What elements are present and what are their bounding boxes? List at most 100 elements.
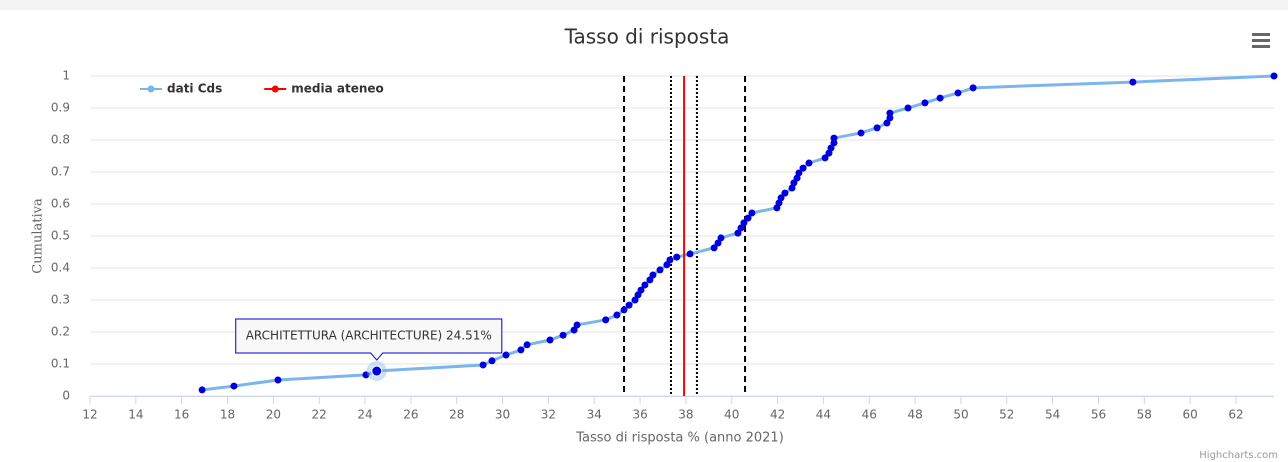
data-point	[362, 371, 370, 379]
data-point	[921, 99, 929, 107]
legend-marker	[271, 85, 279, 93]
data-point	[717, 234, 725, 242]
data-point	[904, 104, 912, 112]
x-tick-label: 30	[495, 408, 510, 422]
y-tick-label: 0.7	[51, 165, 70, 179]
chart-title: Tasso di risposta	[564, 25, 730, 49]
data-point	[936, 94, 944, 102]
data-point	[830, 134, 838, 142]
x-tick-label: 14	[128, 408, 143, 422]
hover-point	[371, 365, 383, 377]
data-point	[795, 169, 803, 177]
x-tick-label: 24	[357, 408, 372, 422]
data-point	[969, 84, 977, 92]
data-point	[666, 256, 674, 264]
data-point	[830, 139, 838, 147]
y-tick-label: 0.4	[51, 261, 70, 275]
data-point	[954, 89, 962, 97]
data-point	[649, 271, 657, 279]
data-point	[714, 239, 722, 247]
x-tick-label: 32	[541, 408, 556, 422]
y-tick-label: 0.3	[51, 293, 70, 307]
data-point	[686, 250, 694, 258]
x-tick-label: 50	[953, 408, 968, 422]
data-point	[873, 124, 881, 132]
y-tick-label: 0	[62, 389, 70, 403]
tooltip-box	[235, 318, 503, 361]
data-point	[620, 306, 628, 314]
data-point	[734, 229, 742, 237]
data-point	[230, 382, 238, 390]
data-point	[274, 376, 282, 384]
legend-item[interactable]: media ateneo	[264, 82, 384, 96]
y-tick-label: 0.2	[51, 325, 70, 339]
x-tick-label: 26	[403, 408, 418, 422]
x-tick-label: 54	[1045, 408, 1060, 422]
data-point	[883, 119, 891, 127]
data-point	[517, 346, 525, 354]
data-point	[781, 189, 789, 197]
x-tick-label: 60	[1183, 408, 1198, 422]
legend-item[interactable]: dati Cds	[140, 82, 222, 96]
data-point	[613, 311, 621, 319]
y-tick-label: 1	[62, 69, 70, 83]
data-point	[198, 386, 206, 394]
x-tick-label: 38	[678, 408, 693, 422]
x-tick-label: 20	[266, 408, 281, 422]
data-point	[744, 214, 752, 222]
data-point	[673, 253, 681, 261]
x-tick-label: 42	[770, 408, 785, 422]
x-tick-label: 40	[724, 408, 739, 422]
data-point	[602, 316, 610, 324]
y-axis-title: Cumulativa	[31, 198, 46, 274]
menu-bar	[1252, 39, 1270, 42]
x-tick-label: 16	[174, 408, 189, 422]
x-tick-label: 58	[1137, 408, 1152, 422]
data-point	[777, 194, 785, 202]
data-point	[1129, 78, 1137, 86]
menu-bar	[1252, 33, 1270, 36]
page-strip	[0, 0, 1288, 10]
data-point	[559, 331, 567, 339]
data-point	[886, 114, 894, 122]
x-tick-label: 12	[82, 408, 97, 422]
legend-label: dati Cds	[167, 82, 222, 96]
legend-label: media ateneo	[291, 82, 384, 96]
x-tick-label: 36	[632, 408, 647, 422]
menu-button[interactable]	[1252, 33, 1270, 48]
data-point	[656, 266, 664, 274]
data-point	[737, 224, 745, 232]
data-point	[857, 129, 865, 137]
x-tick-label: 48	[907, 408, 922, 422]
data-point	[488, 357, 496, 365]
data-point	[631, 296, 639, 304]
x-tick-label: 28	[449, 408, 464, 422]
x-tick-label: 18	[220, 408, 235, 422]
data-point	[710, 244, 718, 252]
data-point	[546, 336, 554, 344]
y-tick-label: 0.9	[51, 101, 70, 115]
x-tick-label: 62	[1228, 408, 1243, 422]
data-point	[740, 219, 748, 227]
menu-bar	[1252, 45, 1270, 48]
data-point	[641, 281, 649, 289]
series-line	[201, 74, 1275, 392]
data-point	[502, 351, 510, 359]
y-tick-label: 0.1	[51, 357, 70, 371]
y-tick-label: 0.8	[51, 133, 70, 147]
y-tick-label: 0.6	[51, 197, 70, 211]
data-point	[1270, 72, 1278, 80]
legend-marker	[147, 85, 155, 93]
x-tick-label: 46	[862, 408, 877, 422]
x-tick-label: 34	[587, 408, 602, 422]
x-tick-label: 22	[312, 408, 327, 422]
data-point	[637, 286, 645, 294]
credits[interactable]: Highcharts.com	[1199, 450, 1278, 461]
data-point	[479, 361, 487, 369]
tooltip-text: ARCHITETTURA (ARCHITECTURE) 24.51%	[246, 329, 492, 343]
x-tick-label: 44	[816, 408, 831, 422]
x-tick-label: 52	[999, 408, 1014, 422]
data-point	[821, 154, 829, 162]
tooltip: ARCHITETTURA (ARCHITECTURE) 24.51%	[235, 318, 503, 361]
